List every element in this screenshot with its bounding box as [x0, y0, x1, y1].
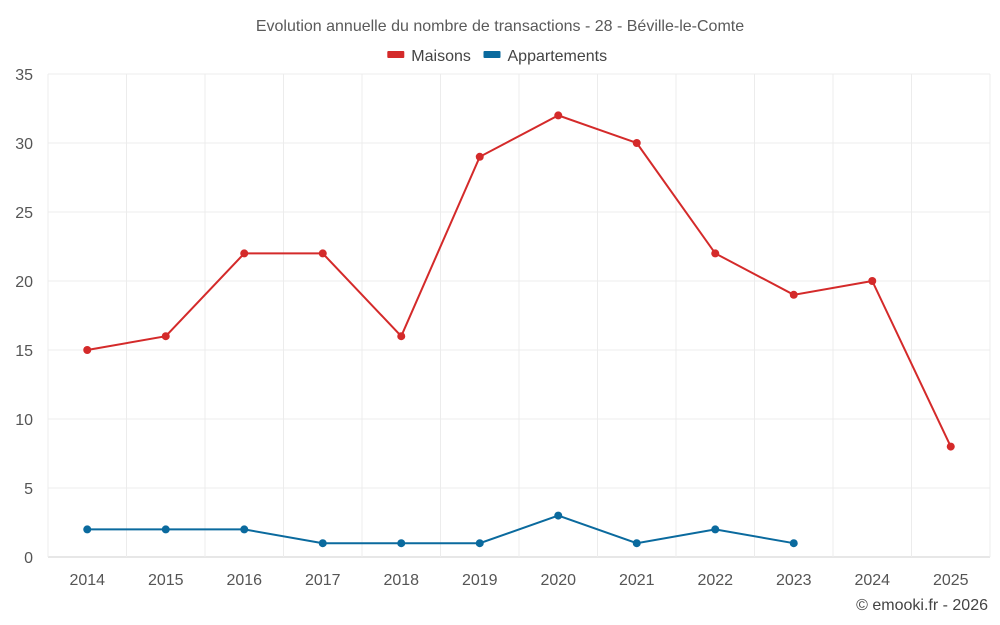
data-point[interactable] — [789, 290, 798, 299]
data-point[interactable] — [632, 139, 641, 147]
data-point[interactable] — [946, 442, 955, 451]
x-tick-label: 2015 — [148, 572, 184, 589]
y-tick-label: 20 — [15, 274, 33, 291]
data-point[interactable] — [83, 346, 92, 354]
data-point[interactable] — [397, 539, 406, 548]
x-tick-label: 2014 — [69, 572, 105, 589]
series-1 — [83, 511, 798, 548]
y-tick-label: 35 — [15, 67, 33, 84]
data-point[interactable] — [711, 249, 720, 258]
y-tick-label: 5 — [24, 481, 33, 498]
data-point[interactable] — [240, 525, 249, 534]
y-tick-label: 10 — [15, 412, 33, 429]
legend-label: Appartements — [508, 48, 608, 65]
x-tick-label: 2024 — [854, 572, 890, 589]
data-point[interactable] — [475, 152, 484, 161]
series-0 — [83, 111, 955, 451]
data-point[interactable] — [632, 539, 641, 548]
legend-item-1[interactable]: Appartements — [483, 48, 608, 65]
x-tick-label: 2017 — [305, 572, 341, 589]
y-tick-label: 0 — [24, 550, 33, 567]
data-point[interactable] — [554, 111, 563, 120]
grid — [47, 73, 991, 558]
x-tick-label: 2021 — [619, 572, 655, 589]
legend-swatch — [387, 51, 405, 58]
series-line — [87, 514, 794, 545]
legend-item-0[interactable]: Maisons — [387, 48, 471, 65]
data-point[interactable] — [711, 525, 720, 534]
x-tick-label: 2022 — [697, 572, 733, 589]
data-point[interactable] — [161, 332, 170, 341]
series-line — [87, 114, 952, 448]
x-tick-label: 2016 — [226, 572, 262, 589]
data-point[interactable] — [397, 332, 406, 341]
y-tick-label: 30 — [15, 136, 33, 153]
x-tick-label: 2020 — [540, 572, 576, 589]
chart-title: Evolution annuelle du nombre de transact… — [256, 18, 744, 35]
data-point[interactable] — [789, 539, 798, 548]
data-point[interactable] — [868, 277, 877, 285]
data-point[interactable] — [318, 249, 327, 258]
x-tick-label: 2023 — [776, 572, 812, 589]
data-point[interactable] — [554, 511, 563, 520]
data-point[interactable] — [83, 525, 92, 534]
x-axis: 2014 2015 2016 2017 2018 2019 2020 2021 2022 2023… — [69, 572, 968, 589]
y-tick-label: 15 — [15, 343, 33, 360]
data-point[interactable] — [475, 539, 484, 548]
series-layer — [83, 111, 955, 548]
data-point[interactable] — [161, 525, 170, 534]
data-point[interactable] — [318, 539, 327, 548]
y-tick-label: 25 — [15, 205, 33, 222]
legend-label: Maisons — [411, 48, 471, 65]
x-tick-label: 2018 — [383, 572, 419, 589]
legend: Maisons Appartements — [387, 48, 607, 65]
x-tick-label: 2019 — [462, 572, 498, 589]
legend-swatch — [483, 51, 501, 58]
credit-text: © emooki.fr - 2026 — [856, 597, 988, 614]
data-point[interactable] — [240, 249, 249, 258]
x-tick-label: 2025 — [933, 572, 969, 589]
y-axis: 0 5 10 15 20 25 30 35 — [15, 67, 33, 567]
